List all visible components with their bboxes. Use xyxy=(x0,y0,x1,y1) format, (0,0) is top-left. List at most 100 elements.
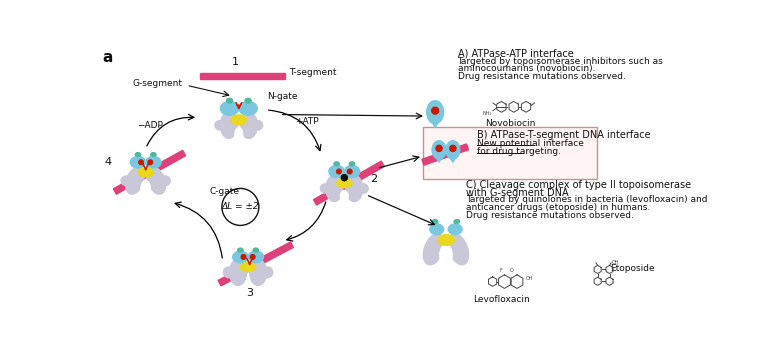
Circle shape xyxy=(341,175,347,181)
Text: G-segment: G-segment xyxy=(133,79,183,88)
Polygon shape xyxy=(429,117,442,128)
Ellipse shape xyxy=(151,153,156,157)
Ellipse shape xyxy=(240,262,256,272)
Circle shape xyxy=(161,176,170,185)
Circle shape xyxy=(336,169,341,174)
Circle shape xyxy=(436,145,442,151)
Ellipse shape xyxy=(340,191,348,202)
Ellipse shape xyxy=(334,162,339,166)
FancyArrow shape xyxy=(114,150,186,194)
Ellipse shape xyxy=(220,102,239,115)
Text: O: O xyxy=(509,268,513,273)
Circle shape xyxy=(148,160,153,165)
Ellipse shape xyxy=(230,259,247,285)
Ellipse shape xyxy=(336,178,352,188)
Text: Etoposide: Etoposide xyxy=(610,264,654,273)
Text: New potential interface: New potential interface xyxy=(477,139,584,148)
Ellipse shape xyxy=(440,245,452,266)
Ellipse shape xyxy=(432,141,446,159)
Text: OH: OH xyxy=(612,260,620,265)
Text: B) ATPase-T-segment DNA interface: B) ATPase-T-segment DNA interface xyxy=(477,130,650,140)
Text: 3: 3 xyxy=(246,288,253,298)
FancyArrow shape xyxy=(422,144,468,165)
Ellipse shape xyxy=(454,219,459,223)
Circle shape xyxy=(250,255,255,259)
Text: 1: 1 xyxy=(231,57,239,67)
Ellipse shape xyxy=(237,248,243,252)
Ellipse shape xyxy=(427,101,444,124)
Ellipse shape xyxy=(344,165,359,178)
Ellipse shape xyxy=(138,168,154,177)
Circle shape xyxy=(347,169,352,174)
Text: Novobiocin: Novobiocin xyxy=(485,119,536,128)
Text: Drug resistance mutations observed.: Drug resistance mutations observed. xyxy=(458,72,625,81)
FancyArrow shape xyxy=(218,242,293,286)
Circle shape xyxy=(139,160,144,165)
FancyBboxPatch shape xyxy=(423,127,597,179)
Text: C-gate: C-gate xyxy=(210,187,240,196)
Text: with G-segment DNA: with G-segment DNA xyxy=(466,188,568,198)
Text: Drug resistance mutations observed.: Drug resistance mutations observed. xyxy=(466,211,634,220)
Text: NH₂: NH₂ xyxy=(483,111,492,116)
Ellipse shape xyxy=(438,235,455,245)
Text: C) Cleavage complex of type II topoisomerase: C) Cleavage complex of type II topoisome… xyxy=(466,180,691,190)
Text: A) ATPase-ATP interface: A) ATPase-ATP interface xyxy=(458,48,573,58)
Text: 2: 2 xyxy=(370,174,378,184)
Circle shape xyxy=(223,267,234,278)
Text: −ADP: −ADP xyxy=(137,121,164,130)
Ellipse shape xyxy=(423,234,444,265)
Text: Targeted by topoisomerase inhibitors such as: Targeted by topoisomerase inhibitors suc… xyxy=(458,57,664,66)
Ellipse shape xyxy=(432,219,438,223)
Text: aminocoumarins (novobiocin).: aminocoumarins (novobiocin). xyxy=(458,64,595,74)
Circle shape xyxy=(241,255,246,259)
Text: Targeted by quinolones in bacteria (levofloxacin) and: Targeted by quinolones in bacteria (levo… xyxy=(466,195,707,204)
Ellipse shape xyxy=(329,165,344,178)
Ellipse shape xyxy=(235,128,243,142)
Ellipse shape xyxy=(131,157,146,168)
Polygon shape xyxy=(449,155,458,162)
Circle shape xyxy=(450,145,456,151)
Ellipse shape xyxy=(231,115,247,125)
Text: a: a xyxy=(103,50,113,65)
Text: 4: 4 xyxy=(104,157,111,167)
Ellipse shape xyxy=(141,181,151,196)
Text: T-segment: T-segment xyxy=(289,68,336,78)
Ellipse shape xyxy=(245,98,251,103)
Text: F: F xyxy=(500,268,502,273)
Ellipse shape xyxy=(147,167,166,194)
Ellipse shape xyxy=(248,251,263,263)
Text: N-gate: N-gate xyxy=(267,91,298,100)
Text: ΔL = ±2: ΔL = ±2 xyxy=(221,202,259,211)
Circle shape xyxy=(359,184,368,193)
Circle shape xyxy=(215,121,224,130)
FancyArrow shape xyxy=(200,73,285,79)
Ellipse shape xyxy=(326,175,343,202)
Ellipse shape xyxy=(227,98,233,103)
Ellipse shape xyxy=(448,234,468,265)
Text: anticancer drugs (etoposide) in humans.: anticancer drugs (etoposide) in humans. xyxy=(466,203,650,212)
Circle shape xyxy=(320,184,329,193)
Ellipse shape xyxy=(349,162,355,166)
Circle shape xyxy=(121,176,131,185)
Text: for drug targeting.: for drug targeting. xyxy=(477,147,561,156)
Ellipse shape xyxy=(146,157,161,168)
Circle shape xyxy=(432,107,439,114)
Ellipse shape xyxy=(346,175,362,202)
Ellipse shape xyxy=(220,112,237,138)
Ellipse shape xyxy=(449,224,462,235)
Ellipse shape xyxy=(135,153,141,157)
Ellipse shape xyxy=(239,102,257,115)
Ellipse shape xyxy=(233,251,248,263)
Ellipse shape xyxy=(250,259,266,285)
Text: Levofloxacin: Levofloxacin xyxy=(473,296,530,304)
Circle shape xyxy=(253,121,263,130)
Polygon shape xyxy=(435,155,444,162)
Ellipse shape xyxy=(253,248,259,252)
Text: OH: OH xyxy=(525,276,533,281)
Ellipse shape xyxy=(126,167,144,194)
Circle shape xyxy=(262,267,273,278)
Ellipse shape xyxy=(430,224,444,235)
FancyArrow shape xyxy=(313,161,384,205)
Ellipse shape xyxy=(446,141,460,159)
Ellipse shape xyxy=(240,112,257,138)
